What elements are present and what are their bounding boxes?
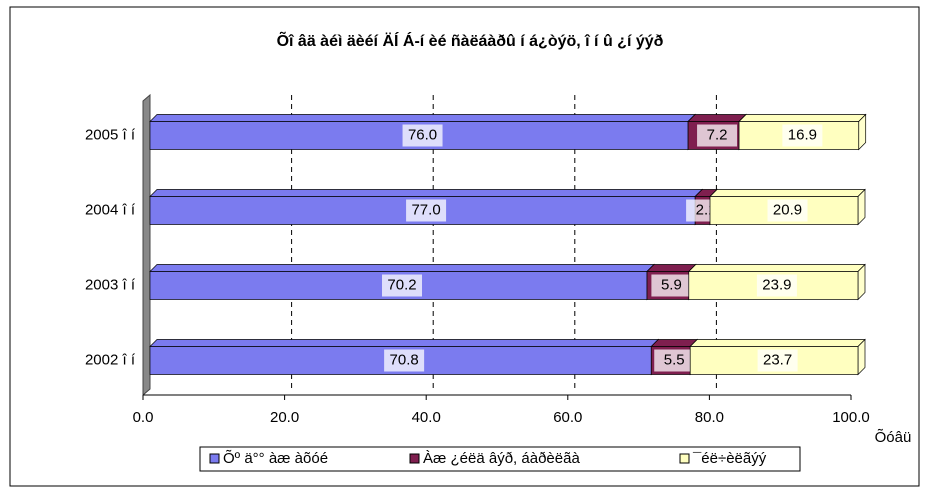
y-tick-label: 2003 î í xyxy=(85,276,136,293)
bar-top xyxy=(709,189,866,197)
data-label: 16.9 xyxy=(788,126,817,143)
label-bg xyxy=(767,199,808,222)
label-bg xyxy=(651,274,692,297)
label-bg xyxy=(654,349,695,372)
y-tick-label: 2005 î í xyxy=(85,126,136,143)
bar-top xyxy=(149,114,696,122)
label-bg xyxy=(756,274,797,297)
label-bg xyxy=(782,124,823,147)
legend-label: Õº ä°° àæ àõóé xyxy=(223,450,328,467)
data-label: 70.8 xyxy=(390,351,419,368)
x-axis-label: Õóâü xyxy=(875,429,912,446)
bar-top xyxy=(687,264,866,272)
label-bg xyxy=(402,124,443,147)
legend-label: ¯éë÷èëãýý xyxy=(692,450,767,467)
x-tick-label: 60.0 xyxy=(553,409,582,426)
label-bg xyxy=(697,124,738,147)
bar-top xyxy=(646,264,697,272)
bar-top xyxy=(149,189,704,197)
legend xyxy=(199,446,801,472)
x-tick-label: 80.0 xyxy=(695,409,724,426)
legend-label: Àæ ¿éëä âýð, áàðèëãà xyxy=(423,450,580,467)
data-label: 23.9 xyxy=(762,276,791,293)
bar-top xyxy=(149,339,660,347)
bar-top xyxy=(650,339,699,347)
data-label: 70.2 xyxy=(387,276,416,293)
bar-top xyxy=(738,114,867,122)
label-bg xyxy=(406,199,447,222)
x-tick-label: 40.0 xyxy=(412,409,441,426)
data-label: 23.7 xyxy=(763,351,792,368)
legend-swatch xyxy=(679,453,690,464)
y-tick-label: 2004 î í xyxy=(85,201,136,218)
x-tick-label: 0.0 xyxy=(133,409,154,426)
chart-border xyxy=(9,6,920,487)
legend-swatch xyxy=(409,453,420,464)
label-bg xyxy=(757,349,798,372)
data-label: 20.9 xyxy=(773,201,802,218)
x-tick-label: 20.0 xyxy=(270,409,299,426)
data-label: 77.0 xyxy=(411,201,440,218)
label-bg xyxy=(384,349,425,372)
data-label: 7.2 xyxy=(707,126,728,143)
y-tick-label: 2002 î í xyxy=(85,351,136,368)
bar-top xyxy=(689,339,866,347)
data-label: 5.9 xyxy=(661,276,682,293)
bar-top xyxy=(149,264,655,272)
data-label: 5.5 xyxy=(664,351,685,368)
data-label: 76.0 xyxy=(408,126,437,143)
label-bg xyxy=(382,274,423,297)
bar-top xyxy=(687,114,747,122)
legend-swatch xyxy=(209,453,220,464)
plot-wall xyxy=(142,93,151,397)
chart-title: Õî âä àéì äèéí ÄÍ Á-í èé ñàëáàðû í á¿òýö… xyxy=(277,30,664,50)
x-tick-label: 100.0 xyxy=(832,409,870,426)
